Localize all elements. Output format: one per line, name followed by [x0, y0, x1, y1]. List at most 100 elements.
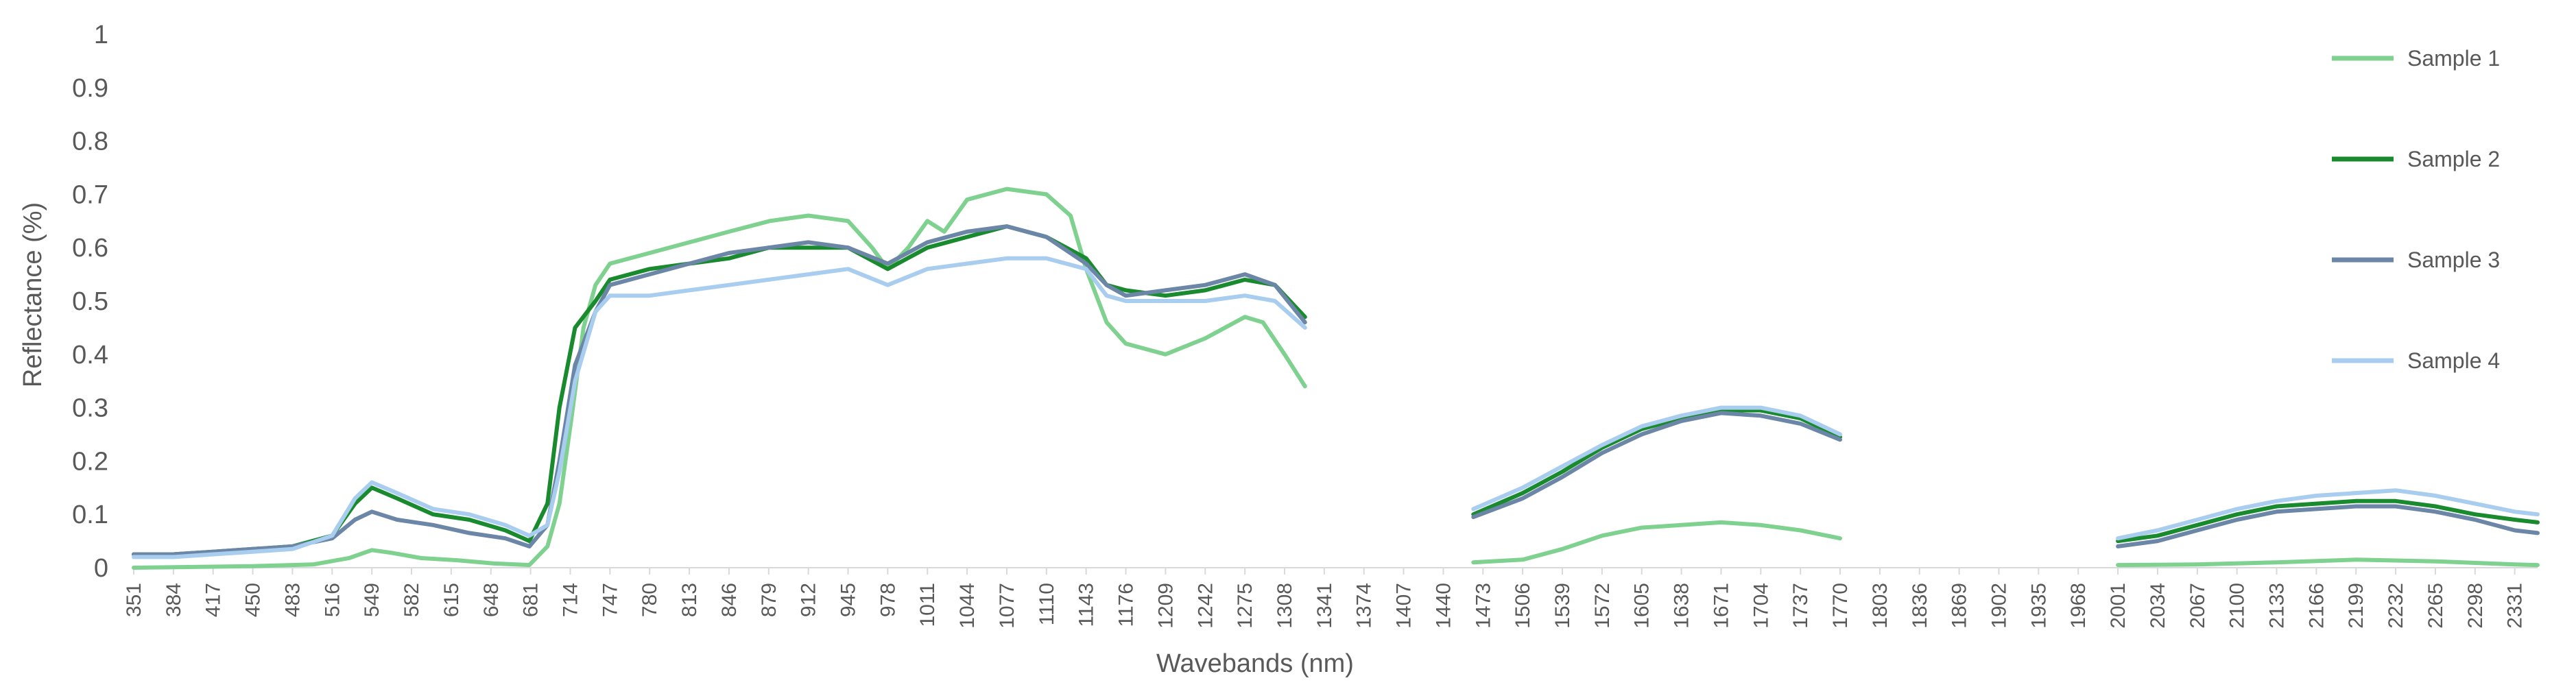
y-tick-label: 0.1	[72, 501, 108, 529]
x-tick-label: 1011	[916, 583, 939, 627]
series-line-4	[132, 256, 1307, 559]
series-line-1	[1471, 520, 1842, 565]
x-tick-label: 1440	[1432, 583, 1455, 629]
legend-label: Sample 3	[2407, 248, 2500, 272]
y-tick-label: 0.6	[72, 234, 108, 263]
legend-label: Sample 2	[2407, 147, 2500, 171]
x-tick-label: 1671	[1710, 583, 1732, 629]
series-line-3	[2116, 504, 2540, 549]
x-tick-label: 615	[440, 583, 463, 617]
x-tick-label: 1209	[1154, 583, 1177, 629]
x-tick-label: 417	[202, 583, 225, 617]
x-tick-label: 1539	[1551, 583, 1574, 629]
x-tick-label: 1374	[1353, 583, 1376, 629]
x-tick-label: 714	[559, 583, 582, 617]
x-tick-label: 1638	[1671, 583, 1693, 629]
y-tick-label: 1	[94, 21, 108, 49]
x-tick-label: 2100	[2226, 583, 2249, 629]
series-line-1	[2116, 557, 2540, 568]
x-tick-label: 2331	[2504, 583, 2527, 629]
series-lines	[132, 186, 2540, 570]
x-tick-label: 1341	[1313, 583, 1336, 629]
series-2	[132, 224, 2540, 557]
series-line-4	[1471, 405, 1842, 511]
y-tick-label: 0.8	[72, 128, 108, 156]
series-3	[132, 224, 2540, 557]
y-tick-label: 0.9	[72, 74, 108, 103]
x-tick-label: 2232	[2385, 583, 2407, 629]
legend-label: Sample 4	[2407, 348, 2500, 373]
series-1	[132, 186, 2540, 570]
y-tick-label: 0.2	[72, 447, 108, 476]
x-tick-label: 912	[798, 583, 820, 617]
x-tick-label: 1110	[1036, 583, 1058, 625]
x-tick-label: 483	[281, 583, 304, 617]
series-4	[132, 256, 2540, 559]
legend-item[interactable]: Sample 2	[2332, 147, 2500, 171]
y-tick-label: 0.4	[72, 341, 108, 370]
legend[interactable]: Sample 1 Sample 2 Sample 3 Sample 4	[2332, 46, 2500, 373]
x-tick-label: 1176	[1115, 583, 1138, 627]
x-tick-label: 1077	[996, 583, 1018, 629]
x-axis-title: Wavebands (nm)	[1156, 649, 1354, 678]
x-tick-label: 1836	[1909, 583, 1931, 629]
x-tick-label: 945	[837, 583, 860, 617]
y-axis-title: Reflectance (%)	[19, 202, 47, 387]
x-tick-label: 1275	[1234, 583, 1256, 629]
series-line-2	[1471, 408, 1842, 517]
x-tick-label: 2133	[2266, 583, 2289, 629]
series-line-2	[2116, 498, 2540, 544]
x-tick-label: 582	[401, 583, 423, 617]
x-tick-label: 2298	[2464, 583, 2487, 629]
x-tick-label: 1770	[1829, 583, 1852, 629]
y-tick-label: 0.7	[72, 180, 108, 209]
x-tick-label: 1737	[1789, 583, 1812, 629]
y-tick-label: 0.5	[72, 287, 108, 316]
legend-item[interactable]: Sample 4	[2332, 348, 2500, 373]
x-tick-label: 516	[321, 583, 344, 617]
x-tick-label: 1902	[1988, 583, 2010, 629]
series-line-2	[132, 224, 1307, 557]
legend-item[interactable]: Sample 3	[2332, 248, 2500, 272]
x-tick-label: 1044	[956, 583, 979, 629]
x-tick-label: 648	[480, 583, 503, 617]
x-tick-label: 2034	[2147, 583, 2169, 629]
x-tick-label: 1572	[1591, 583, 1614, 629]
x-tick-label: 1935	[2027, 583, 2050, 629]
legend-label: Sample 1	[2407, 46, 2500, 71]
x-axis-ticks: 351 384 417 450 483 516 549 582 615 648 681 714 747 7…	[123, 568, 2527, 629]
series-line-3	[132, 224, 1307, 557]
x-tick-label: 1506	[1512, 583, 1534, 629]
x-tick-label: 846	[718, 583, 741, 617]
x-tick-label: 1704	[1750, 583, 1772, 629]
series-line-3	[1471, 411, 1842, 520]
x-tick-label: 978	[876, 583, 899, 617]
x-tick-label: 2199	[2345, 583, 2368, 629]
legend-item[interactable]: Sample 1	[2332, 46, 2500, 71]
x-tick-label: 2067	[2186, 583, 2209, 629]
x-tick-label: 1605	[1631, 583, 1654, 629]
x-tick-label: 384	[163, 583, 185, 617]
x-tick-label: 549	[361, 583, 383, 617]
x-tick-label: 1473	[1472, 583, 1494, 629]
x-tick-label: 681	[520, 583, 542, 617]
x-tick-label: 747	[599, 583, 621, 617]
x-tick-label: 1308	[1274, 583, 1296, 629]
x-tick-label: 780	[639, 583, 661, 617]
series-line-1	[132, 186, 1307, 570]
x-tick-label: 1143	[1075, 583, 1098, 627]
series-line-4	[2116, 488, 2540, 541]
x-tick-label: 1869	[1948, 583, 1971, 629]
x-tick-label: 813	[678, 583, 701, 617]
x-tick-label: 1968	[2067, 583, 2090, 629]
x-tick-label: 1803	[1869, 583, 1892, 629]
y-tick-label: 0.3	[72, 394, 108, 423]
x-tick-label: 2001	[2107, 583, 2130, 629]
x-tick-label: 879	[758, 583, 780, 617]
y-tick-label: 0	[94, 554, 108, 583]
x-tick-label: 1407	[1393, 583, 1416, 629]
x-tick-label: 450	[242, 583, 265, 617]
x-tick-label: 1242	[1194, 583, 1217, 629]
x-tick-label: 2265	[2424, 583, 2447, 629]
